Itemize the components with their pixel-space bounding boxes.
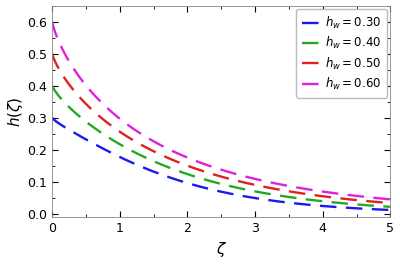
X-axis label: $\zeta$: $\zeta$ [216, 240, 227, 259]
$h_w = 0.50$ [50, 52, 54, 55]
$h_w = 0.50$ [378, 201, 383, 204]
$h_w = 0.40$ [378, 205, 383, 208]
$h_w = 0.30$ [67, 128, 72, 131]
$h_w = 0.30$ [205, 187, 210, 190]
$h_w = 0.30$ [378, 208, 383, 211]
Line: $h_w = 0.40$: $h_w = 0.40$ [52, 86, 390, 207]
$h_w = 0.40$ [67, 106, 72, 109]
Y-axis label: $h(\zeta)$: $h(\zeta)$ [6, 96, 24, 126]
$h_w = 0.60$ [67, 60, 72, 64]
$h_w = 0.40$ [388, 205, 393, 208]
Line: $h_w = 0.60$: $h_w = 0.60$ [52, 21, 390, 199]
$h_w = 0.40$ [50, 84, 54, 87]
$h_w = 0.40$ [316, 199, 321, 202]
$h_w = 0.30$ [214, 189, 219, 192]
Line: $h_w = 0.50$: $h_w = 0.50$ [52, 54, 390, 203]
$h_w = 0.60$ [378, 197, 383, 200]
$h_w = 0.50$ [388, 201, 393, 205]
$h_w = 0.60$ [50, 20, 54, 23]
Legend: $h_w = 0.30$, $h_w = 0.40$, $h_w = 0.50$, $h_w = 0.60$: $h_w = 0.30$, $h_w = 0.40$, $h_w = 0.50$… [296, 9, 387, 98]
$h_w = 0.40$ [205, 179, 210, 182]
Line: $h_w = 0.30$: $h_w = 0.30$ [52, 118, 390, 210]
$h_w = 0.50$ [214, 174, 219, 177]
$h_w = 0.60$ [205, 164, 210, 167]
$h_w = 0.60$ [378, 197, 383, 200]
$h_w = 0.50$ [316, 194, 321, 197]
$h_w = 0.60$ [316, 189, 321, 193]
$h_w = 0.40$ [378, 205, 383, 208]
$h_w = 0.30$ [388, 208, 393, 211]
$h_w = 0.30$ [378, 208, 383, 211]
$h_w = 0.50$ [378, 201, 383, 204]
$h_w = 0.50$ [205, 171, 210, 174]
$h_w = 0.30$ [50, 116, 54, 119]
$h_w = 0.60$ [214, 167, 219, 170]
$h_w = 0.50$ [67, 83, 72, 87]
$h_w = 0.30$ [316, 204, 321, 207]
$h_w = 0.40$ [214, 181, 219, 184]
$h_w = 0.60$ [388, 198, 393, 201]
